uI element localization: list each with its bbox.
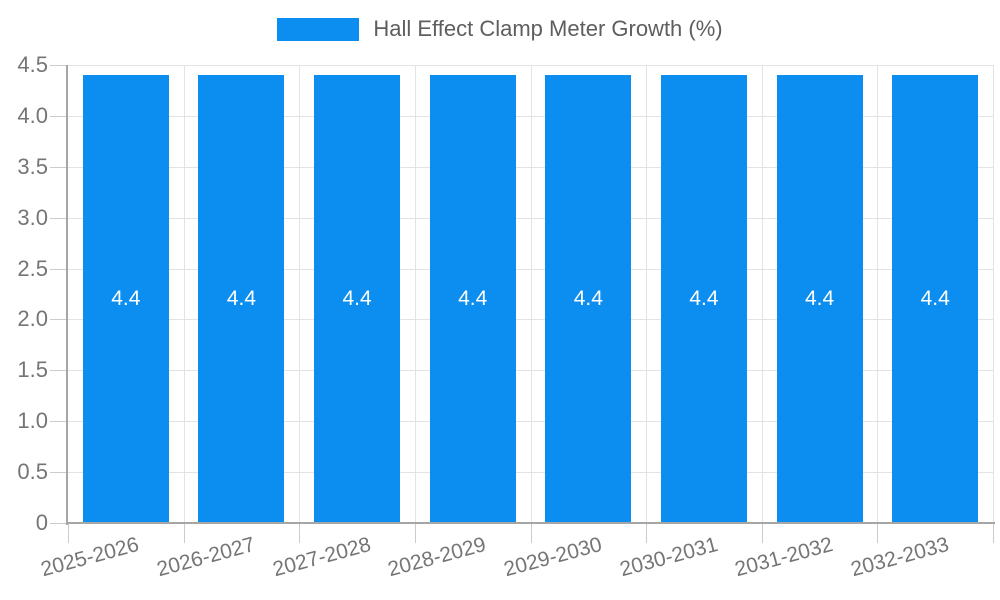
gridline-vertical — [414, 65, 416, 523]
gridline-vertical — [183, 65, 185, 523]
x-axis-tick-label: 2028-2029 — [385, 533, 489, 582]
y-axis-tick — [50, 370, 68, 372]
x-axis-tick — [646, 523, 648, 543]
x-axis-tick-label: 2032-2033 — [848, 533, 952, 582]
bar[interactable]: 4.4 — [82, 75, 169, 523]
bar[interactable]: 4.4 — [314, 75, 401, 523]
y-axis-tick — [50, 319, 68, 321]
legend-series-label: Hall Effect Clamp Meter Growth (%) — [373, 16, 723, 41]
x-axis-tick — [414, 523, 416, 543]
y-axis-tick-label: 0.5 — [17, 459, 48, 485]
x-axis-tick-label: 2030-2031 — [616, 533, 720, 582]
y-axis-tick — [50, 268, 68, 270]
x-axis-tick — [877, 523, 879, 543]
bar[interactable]: 4.4 — [198, 75, 285, 523]
y-axis-tick-label: 0 — [35, 510, 48, 535]
bar-value-label: 4.4 — [342, 287, 372, 311]
legend-color-swatch — [277, 17, 360, 41]
gridline-vertical — [877, 65, 879, 523]
y-axis-tick-label: 3.0 — [17, 204, 48, 230]
x-axis-tick — [299, 523, 301, 543]
y-axis-line — [66, 65, 68, 525]
bar[interactable]: 4.4 — [429, 75, 516, 523]
bar-value-label: 4.4 — [804, 287, 835, 311]
y-axis-tick — [50, 421, 68, 423]
bar[interactable]: 4.4 — [892, 75, 979, 523]
x-axis-tick-label: 2029-2030 — [501, 533, 605, 582]
y-axis-tick-label: 1.5 — [17, 357, 48, 383]
bar-value-label: 4.4 — [226, 287, 257, 311]
x-axis-tick — [993, 523, 994, 543]
x-axis-tick — [761, 523, 763, 543]
x-axis-tick-label: 2026-2027 — [154, 533, 258, 582]
y-axis-tick-label: 4.5 — [17, 52, 48, 77]
y-axis-tick — [50, 115, 68, 117]
y-axis-tick-label: 4.0 — [17, 102, 48, 128]
y-axis-tick-label: 2.5 — [17, 255, 48, 281]
bar-value-label: 4.4 — [111, 287, 141, 311]
bar[interactable]: 4.4 — [545, 75, 632, 523]
gridline-vertical — [646, 65, 648, 523]
y-axis-tick — [50, 217, 68, 219]
gridline-vertical — [761, 65, 763, 523]
y-axis-tick — [50, 65, 68, 66]
bar-value-label: 4.4 — [689, 287, 719, 311]
bar-value-label: 4.4 — [920, 287, 950, 311]
gridline-vertical — [993, 65, 994, 523]
bar[interactable]: 4.4 — [660, 75, 747, 523]
x-axis-tick-label: 2031-2032 — [732, 533, 836, 582]
x-axis-tick-label: 2025-2026 — [38, 533, 142, 582]
y-axis-tick-label: 1.0 — [17, 408, 48, 434]
gridline-vertical — [530, 65, 532, 523]
gridline-vertical — [299, 65, 301, 523]
y-axis-tick — [50, 523, 68, 524]
x-axis-tick-label: 2027-2028 — [270, 533, 374, 582]
y-axis-tick — [50, 472, 68, 474]
chart-legend[interactable]: Hall Effect Clamp Meter Growth (%) — [0, 16, 1000, 42]
y-axis-tick-label: 2.0 — [17, 306, 48, 332]
bar[interactable]: 4.4 — [776, 75, 863, 523]
y-axis-tick — [50, 166, 68, 168]
x-axis-tick — [183, 523, 185, 543]
x-axis-tick — [68, 523, 69, 543]
bar-value-label: 4.4 — [573, 287, 603, 311]
y-axis-tick-label: 3.5 — [17, 153, 48, 179]
x-axis-line — [66, 522, 995, 524]
x-axis-tick — [530, 523, 532, 543]
bar-value-label: 4.4 — [458, 287, 488, 311]
